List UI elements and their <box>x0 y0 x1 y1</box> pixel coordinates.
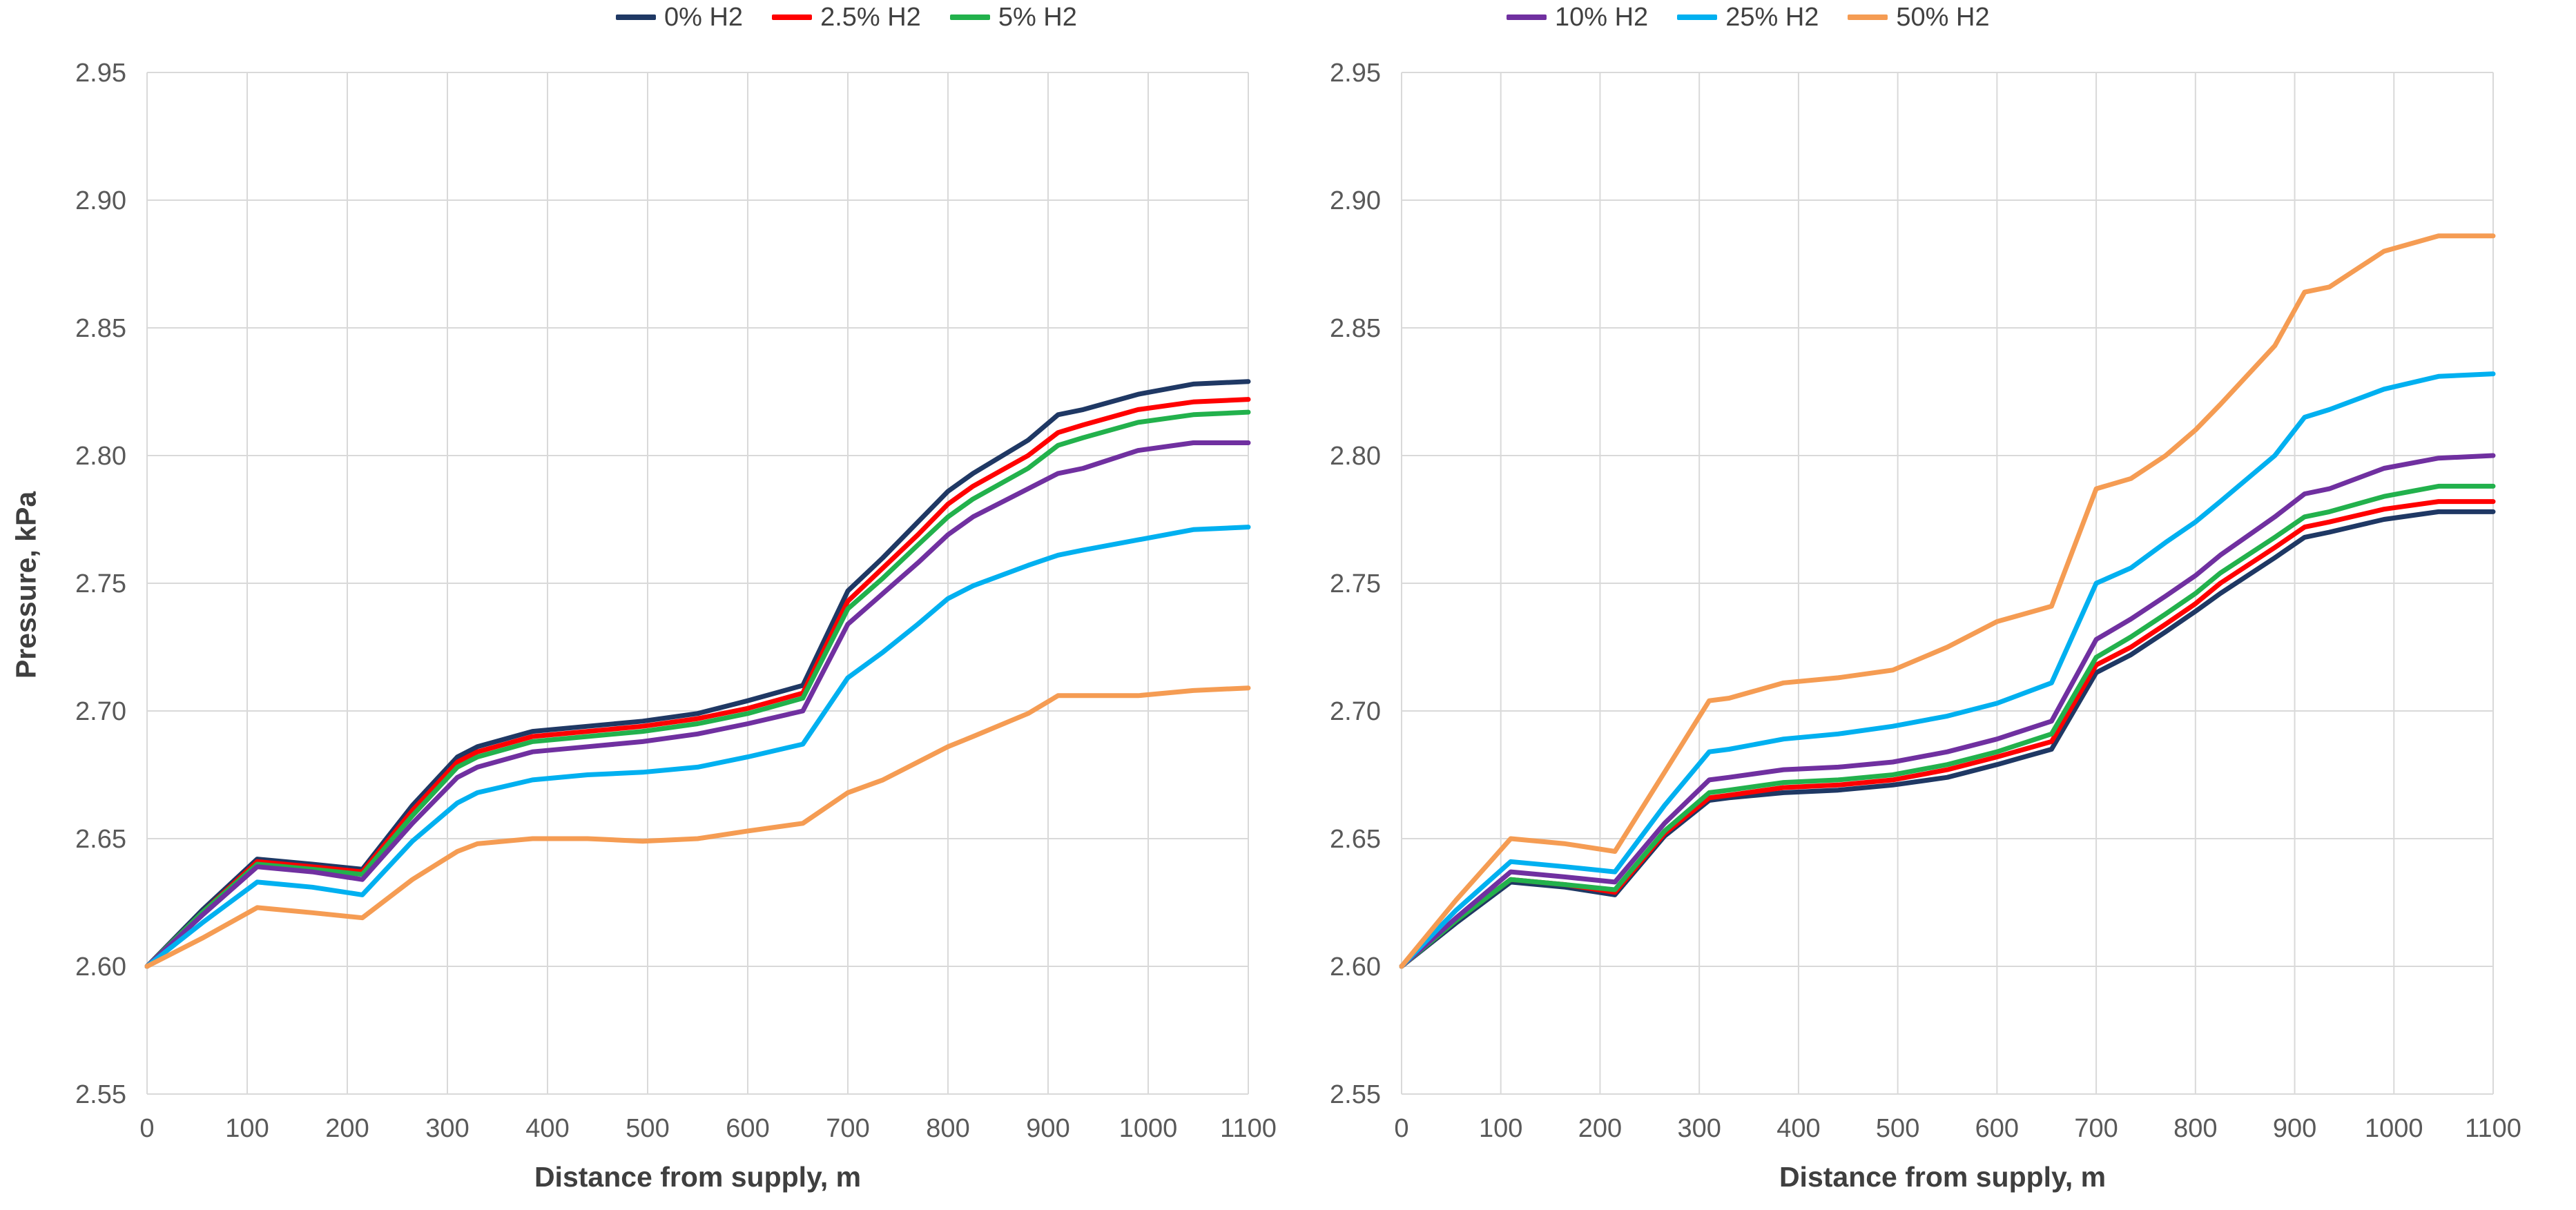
x-axis-tick-label: 600 <box>726 1114 769 1143</box>
series-line-25-h2 <box>1399 371 2496 969</box>
left-chart-y-axis-title: Pressure, kPa <box>10 491 42 679</box>
y-axis-tick-label: 2.90 <box>1330 186 1381 215</box>
legend-label-10pct-h2: 10% H2 <box>1555 3 1649 32</box>
x-axis-tick-label: 300 <box>1677 1114 1721 1143</box>
y-axis-tick-label: 2.55 <box>75 1080 126 1109</box>
x-axis-tick-label: 400 <box>1776 1114 1820 1143</box>
x-axis-tick-label: 700 <box>826 1114 869 1143</box>
x-axis-tick-label: 500 <box>626 1114 669 1143</box>
series-line-5-h2 <box>144 409 1251 969</box>
series-line-0-h2 <box>1399 509 2496 969</box>
series-line-50-h2 <box>144 685 1251 969</box>
legend-item-10pct-h2: 10% H2 <box>1507 4 1648 30</box>
x-axis-tick-label: 0 <box>1394 1114 1408 1143</box>
legend-label-5pct-h2: 5% H2 <box>998 3 1077 32</box>
y-axis-tick-label: 2.60 <box>1330 953 1381 982</box>
x-axis-tick-label: 900 <box>1026 1114 1069 1143</box>
series-line-10-h2 <box>1399 453 2496 969</box>
y-axis-tick-label: 2.55 <box>1330 1080 1381 1109</box>
series-line-25-h2 <box>144 525 1251 969</box>
x-axis-tick-label: 600 <box>1975 1114 2019 1143</box>
x-axis-tick-label: 800 <box>2173 1114 2217 1143</box>
legend-swatch-10pct-h2 <box>1507 14 1547 20</box>
y-axis-tick-label: 2.70 <box>1330 697 1381 726</box>
x-axis-tick-label: 300 <box>425 1114 469 1143</box>
y-axis-tick-label: 2.90 <box>75 186 126 215</box>
y-axis-tick-label: 2.95 <box>75 59 126 88</box>
legend-swatch-25pct-h2 <box>1677 14 1718 20</box>
left-chart: 2.55 2.60 2.65 2.70 2.75 2.80 2.85 2.90 2.95 0 100… <box>75 59 1277 1143</box>
series-line-2-5-h2 <box>144 397 1251 969</box>
x-axis-tick-label: 200 <box>1578 1114 1622 1143</box>
legend-label-50pct-h2: 50% H2 <box>1896 3 1990 32</box>
x-axis-tick-label: 1100 <box>2465 1114 2521 1143</box>
legend-label-0pct-h2: 0% H2 <box>664 3 744 32</box>
x-axis-tick-label: 900 <box>2273 1114 2316 1143</box>
legend-swatch-2-5pct-h2 <box>772 14 813 20</box>
x-axis-tick-label: 400 <box>525 1114 569 1143</box>
legend-item-0pct-h2: 0% H2 <box>616 4 743 30</box>
legend-label-2-5pct-h2: 2.5% H2 <box>820 3 921 32</box>
y-axis-tick-label: 2.75 <box>1330 569 1381 598</box>
y-axis-tick-label: 2.85 <box>75 314 126 343</box>
y-axis-tick-label: 2.60 <box>75 953 126 982</box>
y-axis-tick-label: 2.75 <box>75 569 126 598</box>
x-axis-tick-label: 100 <box>1479 1114 1522 1143</box>
legend-group-right: 10% H2 25% H2 50% H2 <box>1507 1 1990 33</box>
series-line-10-h2 <box>144 440 1251 969</box>
series-line-50-h2 <box>1399 233 2496 969</box>
x-axis-tick-label: 500 <box>1876 1114 1919 1143</box>
left-chart-x-axis-title: Distance from supply, m <box>534 1161 862 1193</box>
legend-item-2-5pct-h2: 2.5% H2 <box>772 4 921 30</box>
y-axis-tick-label: 2.80 <box>1330 442 1381 471</box>
series-line-5-h2 <box>1399 483 2496 969</box>
x-axis-tick-label: 800 <box>926 1114 969 1143</box>
y-axis-tick-label: 2.65 <box>1330 825 1381 854</box>
x-axis-tick-label: 700 <box>2074 1114 2118 1143</box>
legend-swatch-50pct-h2 <box>1848 14 1888 20</box>
x-axis-tick-label: 0 <box>139 1114 154 1143</box>
x-axis-tick-label: 1000 <box>1119 1114 1178 1143</box>
legend-item-5pct-h2: 5% H2 <box>949 3 1077 32</box>
y-axis-tick-label: 2.80 <box>75 442 126 471</box>
y-axis-tick-label: 2.95 <box>1330 59 1381 88</box>
right-chart: 2.55 2.60 2.65 2.70 2.75 2.80 2.85 2.90 2.95 0 100… <box>1330 59 2521 1143</box>
legend-item-50pct-h2: 50% H2 <box>1848 3 1990 32</box>
x-axis-tick-label: 1000 <box>2365 1114 2423 1143</box>
x-axis-tick-label: 1100 <box>1220 1114 1277 1143</box>
legend-swatch-5pct-h2 <box>949 14 990 20</box>
y-axis-tick-label: 2.65 <box>75 825 126 854</box>
legend-label-25pct-h2: 25% H2 <box>1725 3 1819 32</box>
x-axis-tick-label: 100 <box>225 1114 269 1143</box>
series-line-2-5-h2 <box>1399 499 2496 969</box>
right-chart-x-axis-title: Distance from supply, m <box>1779 1161 2107 1193</box>
x-axis-tick-label: 200 <box>325 1114 369 1143</box>
legend-group-left: 0% H2 2.5% H2 5% H2 <box>616 1 1077 33</box>
y-axis-tick-label: 2.70 <box>75 697 126 726</box>
legend-swatch-0pct-h2 <box>616 14 656 20</box>
legend-item-25pct-h2: 25% H2 <box>1677 4 1819 30</box>
y-axis-tick-label: 2.85 <box>1330 314 1381 343</box>
